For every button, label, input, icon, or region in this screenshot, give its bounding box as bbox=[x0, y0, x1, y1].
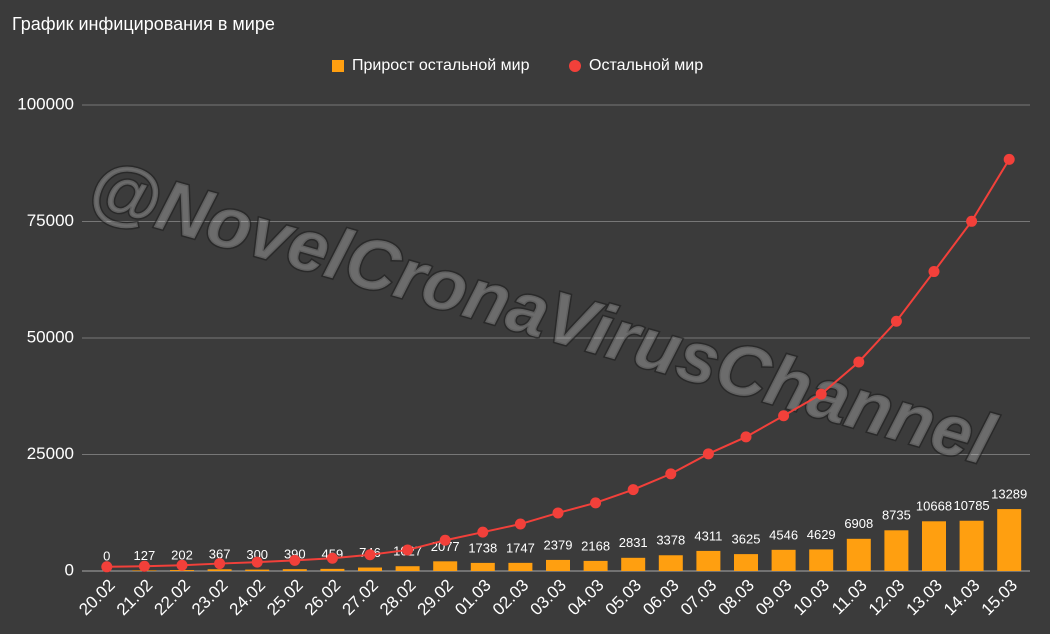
bar bbox=[809, 549, 834, 571]
data-label: 300 bbox=[246, 547, 268, 562]
y-tick-label: 100000 bbox=[17, 94, 74, 113]
bar bbox=[395, 566, 420, 571]
line-point bbox=[590, 497, 602, 509]
legend-label: Прирост остальной мир bbox=[352, 57, 530, 74]
data-label: 4311 bbox=[694, 528, 722, 543]
line-point bbox=[138, 560, 150, 572]
data-label: 3378 bbox=[656, 533, 685, 548]
data-label: 6908 bbox=[844, 516, 873, 531]
bar bbox=[207, 569, 232, 571]
data-label: 4629 bbox=[807, 527, 836, 542]
bar bbox=[658, 555, 683, 571]
data-label: 10785 bbox=[954, 498, 990, 513]
line-point bbox=[890, 315, 902, 327]
line-point bbox=[740, 431, 752, 443]
chart-title: График инфицирования в мире bbox=[12, 14, 275, 34]
bar bbox=[470, 562, 495, 571]
bar bbox=[922, 521, 946, 571]
data-label: 3625 bbox=[732, 532, 761, 547]
bar bbox=[282, 569, 307, 571]
data-label: 390 bbox=[284, 547, 306, 562]
line-point bbox=[665, 468, 677, 480]
bar bbox=[508, 562, 533, 571]
bar bbox=[358, 567, 382, 571]
line-point bbox=[289, 554, 301, 566]
line-point bbox=[364, 549, 376, 561]
data-label: 1738 bbox=[468, 540, 497, 555]
line-point bbox=[402, 544, 414, 556]
data-label: 2379 bbox=[544, 537, 573, 552]
line-point bbox=[214, 558, 226, 570]
data-label: 0 bbox=[103, 548, 110, 563]
line-point bbox=[514, 518, 526, 530]
data-label: 367 bbox=[209, 547, 231, 562]
line-point bbox=[928, 266, 940, 278]
legend-swatch bbox=[332, 60, 344, 72]
bar bbox=[546, 559, 570, 571]
bar bbox=[959, 520, 984, 571]
line-point bbox=[552, 507, 564, 519]
line-point bbox=[251, 556, 263, 568]
bar bbox=[433, 561, 458, 571]
y-tick-label: 75000 bbox=[27, 211, 74, 230]
y-tick-label: 0 bbox=[65, 560, 74, 579]
data-label: 2831 bbox=[619, 535, 648, 550]
data-label: 4546 bbox=[769, 527, 798, 542]
bar bbox=[696, 550, 721, 571]
line-point bbox=[101, 561, 113, 573]
line-point bbox=[815, 388, 827, 400]
line-point bbox=[966, 215, 978, 227]
legend-label: Остальной мир bbox=[589, 57, 703, 74]
bar bbox=[771, 549, 796, 571]
line-point bbox=[853, 356, 865, 368]
y-tick-label: 50000 bbox=[27, 327, 74, 346]
bar bbox=[997, 509, 1022, 571]
data-label: 1747 bbox=[506, 540, 535, 555]
legend-swatch bbox=[569, 60, 581, 72]
line-point bbox=[439, 534, 451, 546]
line-point bbox=[477, 526, 489, 538]
data-label: 2168 bbox=[581, 538, 610, 553]
line-point bbox=[176, 559, 188, 571]
line-point bbox=[702, 448, 714, 460]
bar bbox=[734, 554, 758, 571]
data-label: 202 bbox=[171, 547, 193, 562]
bar bbox=[320, 568, 345, 571]
line-point bbox=[627, 484, 639, 496]
line-point bbox=[778, 410, 790, 422]
bar bbox=[583, 560, 608, 571]
bar bbox=[621, 557, 646, 571]
bar bbox=[884, 530, 909, 571]
data-label: 13289 bbox=[991, 487, 1027, 502]
y-tick-label: 25000 bbox=[27, 444, 74, 463]
bar bbox=[846, 538, 871, 571]
line-point bbox=[326, 552, 338, 564]
bar bbox=[245, 569, 270, 571]
data-label: 8735 bbox=[882, 508, 911, 523]
line-point bbox=[1003, 153, 1015, 165]
data-label: 127 bbox=[134, 548, 156, 563]
data-label: 10668 bbox=[916, 499, 952, 514]
